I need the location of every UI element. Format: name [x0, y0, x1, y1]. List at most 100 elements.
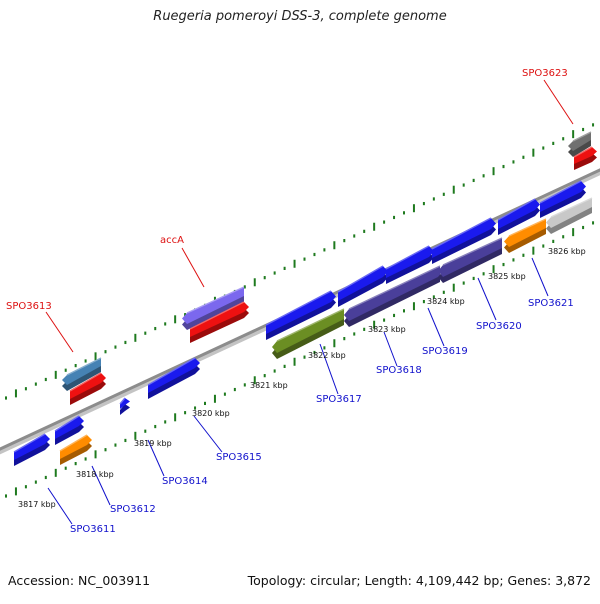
scale-label: 3823 kbp	[368, 325, 406, 334]
gene-spo3617-top	[272, 309, 344, 353]
gene-label: SPO3613	[6, 301, 52, 312]
scale-label: 3824 kbp	[427, 297, 465, 306]
gene-label: SPO3623	[522, 68, 568, 79]
leader-line	[383, 331, 398, 367]
gene-cds-forward-5	[431, 217, 496, 264]
gene-spo3612-highlight	[59, 434, 88, 452]
topology-summary: Topology: circular; Length: 4,109,442 bp…	[247, 573, 591, 588]
gene-spo3618	[344, 265, 441, 327]
leader-line	[427, 307, 445, 347]
gene-spo3623-rna-face	[574, 153, 597, 170]
gene-cds-forward-1	[147, 357, 200, 399]
gene-cds-forward-6-highlight	[497, 198, 536, 221]
gene-label: SPO3611	[70, 524, 116, 535]
leader-line	[531, 257, 549, 297]
gene-label: accA	[160, 235, 184, 246]
gene-spo3613-top	[62, 358, 101, 385]
gene-spo3623-rna-top	[574, 147, 597, 164]
gene-acca-top	[182, 287, 244, 324]
gene-label: SPO3612	[110, 504, 156, 515]
gene-spo3614-face	[120, 404, 130, 415]
gene-spo3612-a-highlight	[54, 415, 80, 432]
gene-spo3621	[504, 218, 547, 253]
gene-cds-forward-1-top	[148, 358, 200, 393]
gene-spo3611	[13, 433, 50, 466]
gene-cds-forward-7-highlight	[539, 180, 582, 204]
gene-acca-rna-top	[190, 302, 249, 337]
gene-spo3611-face	[14, 440, 50, 466]
accession-text: Accession: NC_003911	[8, 573, 151, 588]
gene-acca-rna-face	[190, 308, 249, 343]
gene-spo3613-rna-face	[70, 379, 106, 405]
gene-spo3619-top	[438, 238, 502, 277]
gene-spo3619-highlight	[442, 237, 503, 266]
scale-label: 3822 kbp	[308, 351, 346, 360]
gene-cds-forward-2-top	[266, 291, 336, 334]
gene-spo3621-b-top	[546, 198, 592, 228]
gene-spo3623-rna	[573, 146, 597, 170]
scale-label: 3826 kbp	[548, 247, 586, 256]
leader-line	[193, 415, 223, 453]
scale-label: 3819 kbp	[134, 439, 172, 448]
gene-cds-forward-4	[385, 245, 434, 284]
scale-label: 3821 kbp	[250, 381, 288, 390]
gene-spo3613-rna	[69, 372, 106, 405]
gene-cds-forward-7-top	[540, 181, 586, 212]
scale-label: 3820 kbp	[192, 409, 230, 418]
leader-line	[45, 311, 74, 353]
gene-label: SPO3618	[376, 365, 422, 376]
gene-spo3614-highlight	[119, 397, 126, 405]
leader-line	[319, 343, 339, 395]
scale-label: 3817 kbp	[18, 500, 56, 509]
leader-line	[47, 487, 73, 525]
gene-cds-forward-6-top	[498, 199, 540, 229]
gene-spo3619	[438, 237, 503, 283]
gene-cds-forward-2-highlight	[265, 290, 332, 326]
gene-cds-forward-3-highlight	[337, 265, 384, 293]
gene-spo3621-b-highlight	[550, 197, 593, 218]
gene-spo3621-top	[504, 219, 546, 247]
gene-spo3618-highlight	[348, 265, 441, 310]
gene-spo3612	[59, 434, 92, 465]
gene-spo3621-b	[546, 197, 593, 234]
gene-spo3611-top	[14, 434, 50, 460]
gene-spo3613-rna-top	[70, 373, 106, 399]
gene-cds-forward-4-highlight	[385, 245, 430, 270]
gene-cds-forward-5-top	[432, 218, 496, 258]
label-leaders	[45, 79, 574, 525]
gene-label: SPO3615	[216, 452, 262, 463]
gene-spo3613	[62, 357, 102, 391]
gene-spo3613-rna-highlight	[69, 372, 102, 392]
gene-spo3618-top	[344, 266, 440, 321]
gene-spo3623-top	[568, 132, 591, 151]
gene-spo3617-highlight	[276, 308, 345, 342]
gene-cds-forward-7	[539, 180, 586, 218]
gene-cds-forward-4-top	[386, 246, 434, 278]
gene-spo3617	[272, 308, 345, 359]
gene-spo3623-highlight	[572, 131, 592, 142]
gene-cds-forward-1-face	[148, 364, 200, 399]
gene-spo3612-a-top	[55, 416, 84, 439]
gene-cds-forward-5-highlight	[431, 217, 492, 250]
gene-cds-forward-3-top	[338, 266, 388, 301]
leader-line	[91, 465, 111, 506]
scale-label: 3818 kbp	[76, 470, 114, 479]
gene-cds-forward-3	[337, 265, 388, 307]
gene-label: SPO3621	[528, 298, 574, 309]
gene-spo3623-rna-highlight	[573, 146, 593, 158]
gene-spo3614	[119, 397, 130, 415]
gene-acca	[182, 286, 245, 330]
leader-line	[181, 247, 205, 288]
gene-spo3612-a-face	[55, 422, 84, 445]
gene-acca-rna	[189, 301, 249, 343]
gene-spo3614-top	[120, 398, 130, 409]
gene-spo3623	[568, 131, 592, 157]
leader-line	[477, 277, 497, 321]
gene-spo3612-top	[60, 435, 92, 459]
gene-acca-rna-highlight	[189, 301, 245, 330]
genome-title: Ruegeria pomeroyi DSS-3, complete genome	[153, 9, 447, 24]
gene-spo3612-face	[60, 441, 92, 465]
gene-spo3612-a	[54, 415, 84, 445]
